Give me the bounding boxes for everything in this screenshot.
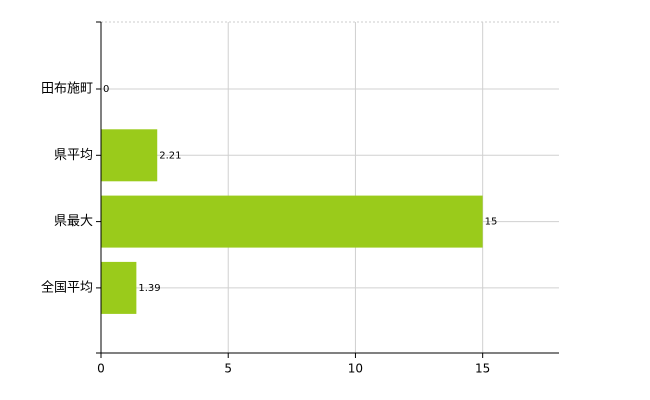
bar bbox=[101, 129, 158, 182]
value-label: 15 bbox=[485, 217, 498, 228]
x-tick-label: 0 bbox=[97, 362, 105, 376]
value-label: 1.39 bbox=[138, 283, 160, 294]
y-tick-label: 全国平均 bbox=[41, 279, 93, 295]
value-label: 0 bbox=[103, 84, 109, 95]
y-tick-label: 県平均 bbox=[54, 148, 93, 163]
bar bbox=[101, 261, 137, 314]
y-tick-label: 県最大 bbox=[54, 214, 93, 229]
x-tick-label: 5 bbox=[224, 362, 232, 376]
x-tick-label: 15 bbox=[475, 362, 490, 376]
value-label: 2.21 bbox=[159, 150, 181, 161]
bar bbox=[101, 195, 483, 248]
y-tick-label: 田布施町 bbox=[41, 82, 93, 97]
x-tick-label: 10 bbox=[348, 362, 363, 376]
